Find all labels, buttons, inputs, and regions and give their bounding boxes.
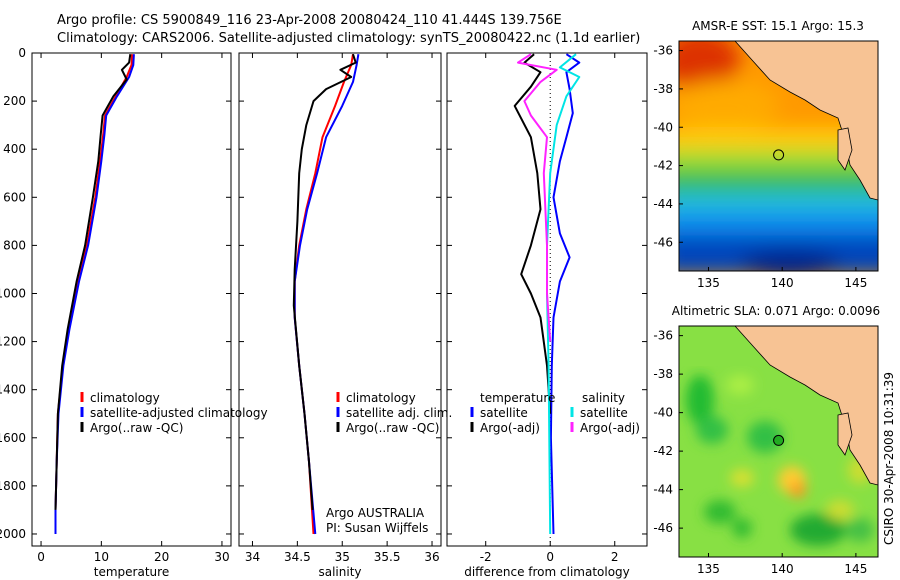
temperature-series-2 [54, 54, 132, 510]
sst_map-ytick-label: -40 [653, 120, 673, 134]
difference-axes-frame [446, 52, 648, 547]
sst-land-australia [735, 41, 878, 200]
sst_map-ytick-label: -46 [653, 235, 673, 249]
difference-series-1 [513, 53, 552, 414]
difference-series-0 [549, 53, 581, 535]
salinity-xtick-label: 34 [245, 550, 260, 564]
difference-xtick-label: 0 [546, 550, 554, 564]
temperature-axes-frame [31, 52, 232, 547]
salinity-axes-frame [238, 52, 442, 547]
sst-map-title: AMSR-E SST: 15.1 Argo: 15.3 [692, 19, 864, 33]
salinity-xtick-label: 35.5 [374, 550, 401, 564]
sla_map-ytick-label: -42 [653, 444, 673, 458]
difference-series-2 [546, 53, 581, 535]
sst-float-marker [773, 149, 785, 161]
sla-coastline [734, 326, 878, 486]
sst_map-ytick-label: -38 [653, 82, 673, 96]
sla_map-ytick-label: -46 [653, 521, 673, 535]
sst_map-ytick-label: -44 [653, 197, 673, 211]
sla-land-australia [735, 326, 878, 485]
sst-map: AMSR-E SST: 15.1 Argo: 15.3 135 140 145 -36… [653, 19, 879, 290]
depth-tick-label: 0 [18, 46, 26, 60]
sla_map-xtick-label: 135 [697, 562, 720, 576]
sst-land-island [837, 127, 853, 171]
sst-coastline [734, 41, 878, 201]
sst_map-ytick-label: -42 [653, 159, 673, 173]
salinity-panel: 34 34.5 35 35.5 36 salinity climatologysatelli… [238, 52, 452, 579]
difference-legend-label: satellite [480, 406, 528, 420]
difference-legend-label: Argo(-adj) [480, 421, 540, 435]
temperature-legend-label: climatology [90, 391, 160, 405]
sst-field [679, 41, 878, 271]
temperature-legend-label: Argo(..raw -QC) [90, 421, 183, 435]
sst-map-frame [678, 40, 879, 272]
salinity-annotation: Argo AUSTRALIA [326, 506, 425, 520]
timestamp-label: CSIRO 30-Apr-2008 10:31:39 [882, 372, 896, 545]
salinity-legend-label: Argo(..raw -QC) [346, 421, 439, 435]
difference-xtick-label: 2 [611, 550, 619, 564]
depth-tick-label: 600 [3, 190, 26, 204]
salinity-xlabel: salinity [318, 565, 361, 579]
sla-map: Altimetric SLA: 0.071 Argo: 0.0096 [653, 304, 880, 576]
sst_map-ytick-label: -36 [653, 44, 673, 58]
salinity-series-2 [292, 53, 357, 510]
sst_map-xtick-label: 145 [844, 276, 867, 290]
temperature-xtick-label: 10 [94, 550, 109, 564]
temperature-series-0 [54, 54, 134, 534]
sla-map-axes: 135 140 145 -36 -38 -40 -42 -44 -46 [653, 329, 867, 576]
sla_map-ytick-label: -36 [653, 329, 673, 343]
salinity-xtick-label: 35 [335, 550, 350, 564]
salinity-xtick-label: 36 [424, 550, 439, 564]
salinity-legend-label: climatology [346, 391, 416, 405]
difference-xlabel: difference from climatology [464, 565, 630, 579]
sla-map-title: Altimetric SLA: 0.071 Argo: 0.0096 [672, 304, 880, 318]
difference-xtick-label: -2 [480, 550, 492, 564]
temperature-xtick-label: 20 [154, 550, 169, 564]
header-line-2: Climatology: CARS2006. Satellite-adjuste… [57, 31, 640, 46]
temperature-xlabel: temperature [94, 565, 169, 579]
sst_map-xtick-label: 135 [697, 276, 720, 290]
sla_map-xtick-label: 145 [844, 562, 867, 576]
depth-tick-label: 1800 [0, 479, 26, 493]
depth-tick-label: 1600 [0, 431, 26, 445]
sla_map-ytick-label: -40 [653, 406, 673, 420]
difference-legend-temperature-title: temperature [480, 391, 555, 405]
depth-tick-label: 1200 [0, 335, 26, 349]
temperature-xtick-label: 0 [37, 550, 45, 564]
difference-legend-salinity-title: salinity [582, 391, 625, 405]
sla-float-marker [773, 434, 785, 446]
temperature-legend-label: satellite-adjusted climatology [90, 406, 268, 420]
sla-land-island [837, 412, 853, 456]
depth-tick-label: 800 [3, 238, 26, 252]
difference-legend-label: satellite [580, 406, 628, 420]
salinity-xtick-label: 34.5 [284, 550, 311, 564]
depth-tick-label: 2000 [0, 527, 26, 541]
temperature-xtick-label: 30 [214, 550, 229, 564]
depth-tick-label: 200 [3, 94, 26, 108]
salinity-legend-label: satellite adj. clim. [346, 406, 452, 420]
sla_map-xtick-label: 140 [771, 562, 794, 576]
sst_map-xtick-label: 140 [771, 276, 794, 290]
difference-legend-label: Argo(-adj) [580, 421, 640, 435]
depth-tick-label: 1000 [0, 286, 26, 300]
depth-tick-label: 400 [3, 142, 26, 156]
salinity-annotation: PI: Susan Wijffels [326, 521, 428, 535]
temperature-series-1 [54, 54, 135, 534]
sla_map-ytick-label: -44 [653, 483, 673, 497]
depth-tick-label: 1400 [0, 383, 26, 397]
header-line-1: Argo profile: CS 5900849_116 23-Apr-2008… [57, 13, 562, 28]
sla-map-frame [678, 325, 879, 558]
salinity-series-0 [293, 54, 354, 535]
difference-series-3 [517, 53, 558, 342]
temperature-panel: 0 10 20 30 temperature 0 200 400 600 800 1000 1200 1… [0, 46, 268, 579]
sla_map-ytick-label: -38 [653, 367, 673, 381]
sla-field [686, 375, 874, 546]
sst-map-axes: 135 140 145 -36 -38 -40 -42 -44 -46 [653, 44, 867, 290]
